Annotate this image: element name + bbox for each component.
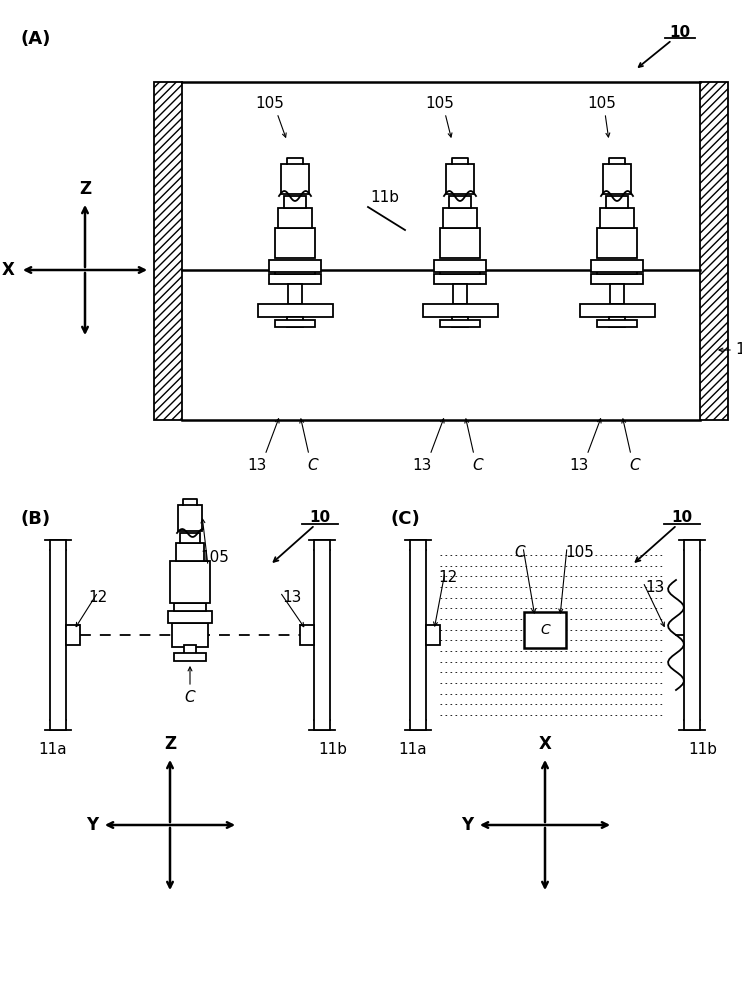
Bar [257,304,332,317]
Bar [440,228,480,258]
Text: (A): (A) [20,30,50,48]
Bar [275,228,315,258]
Text: 10: 10 [669,25,691,40]
Bar [278,208,312,228]
Bar [176,543,204,561]
Text: Z: Z [164,735,176,753]
Bar [597,228,637,258]
Text: C: C [473,458,483,473]
Bar [154,82,182,420]
Bar [269,260,321,272]
Bar [170,561,210,603]
Bar [440,320,480,327]
Text: 13: 13 [413,458,432,473]
Bar [600,208,634,228]
Text: Y: Y [86,816,98,834]
Bar [434,274,486,284]
Bar [269,274,321,284]
Bar [50,540,66,730]
Text: 10: 10 [672,510,692,525]
Bar [168,611,212,623]
Bar [700,82,728,420]
Bar [452,317,468,327]
Text: 105: 105 [588,96,617,111]
Bar [597,320,637,327]
Text: Y: Y [461,816,473,834]
Text: 11a: 11a [398,742,427,757]
Bar [314,540,330,730]
Text: C: C [540,623,550,637]
Bar [284,196,306,208]
Text: (C): (C) [390,510,420,528]
Text: X: X [539,735,551,753]
Text: 105: 105 [255,96,284,111]
Bar [422,304,497,317]
Text: 13: 13 [247,458,266,473]
Bar [426,625,440,645]
Bar [174,653,206,661]
Bar [684,540,700,730]
Bar [174,603,206,611]
Bar [591,260,643,272]
Text: 13: 13 [569,458,588,473]
Bar [300,625,314,645]
Bar [591,274,643,284]
Text: 11b: 11b [318,742,347,757]
Text: Z: Z [79,180,91,198]
Bar [275,266,315,274]
Text: C: C [185,690,195,705]
Bar [184,645,196,657]
Bar [603,164,631,194]
Text: 11b: 11b [689,742,718,757]
Text: 10: 10 [309,510,331,525]
Bar [449,196,471,208]
Bar [287,317,303,327]
Bar [440,266,480,274]
Text: 105: 105 [426,96,454,111]
Text: 13: 13 [282,590,301,605]
Text: 12: 12 [438,570,457,585]
Text: 13: 13 [645,580,664,595]
Bar [453,284,467,304]
Bar [524,612,566,648]
Bar [172,623,208,647]
Bar [288,284,302,304]
Text: C: C [308,458,318,473]
Bar [154,82,182,420]
Bar [180,533,200,543]
Bar [443,208,477,228]
Text: 11: 11 [735,342,742,358]
Text: (B): (B) [20,510,50,528]
Bar [275,320,315,327]
Text: 12: 12 [88,590,108,605]
Bar [580,304,654,317]
Bar [610,284,624,304]
Bar [446,164,474,194]
Text: 11a: 11a [39,742,68,757]
Bar [434,260,486,272]
Text: 11b: 11b [370,190,399,205]
Bar [410,540,426,730]
Bar [178,505,202,531]
Bar [606,196,628,208]
Bar [66,625,80,645]
Bar [281,164,309,194]
Bar [597,266,637,274]
Text: C: C [630,458,640,473]
Bar [609,317,625,327]
Bar [700,82,728,420]
Text: 105: 105 [200,550,229,565]
Text: X: X [2,261,15,279]
Text: 105: 105 [565,545,594,560]
Text: C: C [515,545,525,560]
